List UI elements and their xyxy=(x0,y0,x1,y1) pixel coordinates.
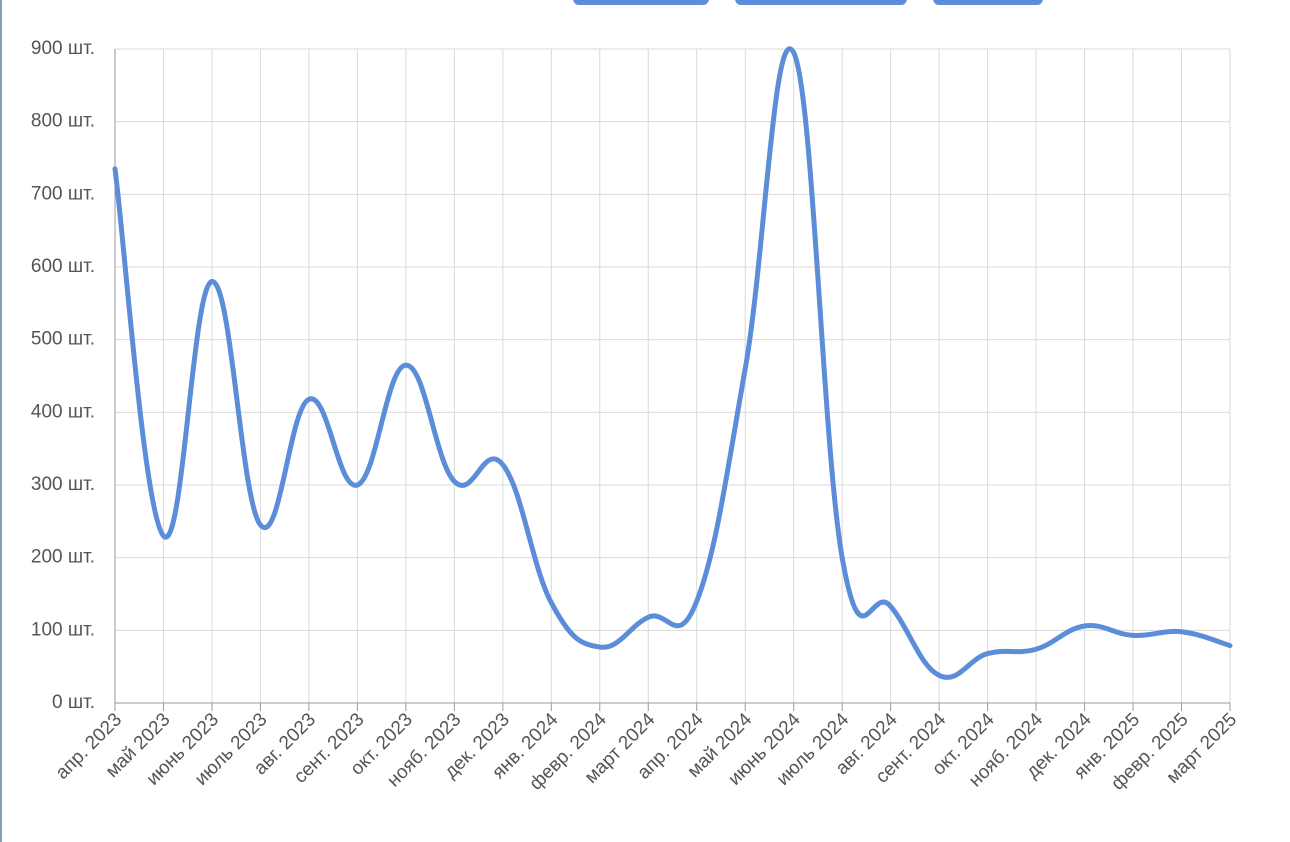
y-tick-label: 500 шт. xyxy=(31,329,95,350)
y-tick-label: 400 шт. xyxy=(31,401,95,422)
toolbar-button[interactable] xyxy=(573,0,709,5)
y-tick-label: 100 шт. xyxy=(31,619,95,640)
y-tick-label: 0 шт. xyxy=(52,692,95,713)
line xyxy=(112,46,1233,680)
toolbar-button[interactable] xyxy=(933,0,1043,5)
y-tick-label: 900 шт. xyxy=(31,38,95,59)
series xyxy=(112,46,1233,680)
y-tick-label: 800 шт. xyxy=(31,111,95,132)
y-tick-label: 300 шт. xyxy=(31,474,95,495)
y-tick-label: 700 шт. xyxy=(31,183,95,204)
y-tick-label: 600 шт. xyxy=(31,256,95,277)
y-tick-label: 200 шт. xyxy=(31,547,95,568)
grid xyxy=(114,48,1231,711)
toolbar-button[interactable] xyxy=(735,0,907,5)
